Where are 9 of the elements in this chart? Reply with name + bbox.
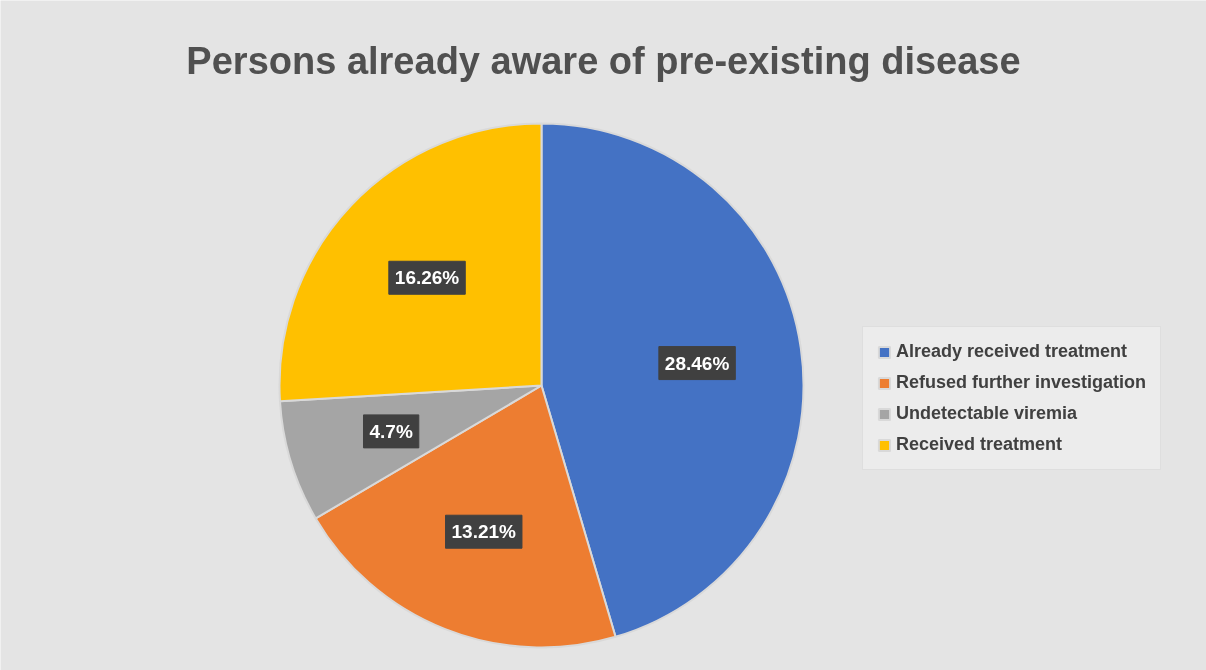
data-label: 16.26% bbox=[394, 267, 460, 289]
chart-title: Persons already aware of pre-existing disease bbox=[186, 39, 1021, 82]
legend-label: Undetectable viremia bbox=[896, 403, 1078, 424]
legend-label: Already received treatment bbox=[896, 341, 1128, 362]
data-label: 28.46% bbox=[664, 352, 730, 374]
legend-label: Received treatment bbox=[896, 434, 1063, 455]
data-label: 13.21% bbox=[451, 521, 517, 543]
legend-label: Refused further investigation bbox=[896, 372, 1147, 393]
data-label: 4.7% bbox=[369, 420, 413, 442]
